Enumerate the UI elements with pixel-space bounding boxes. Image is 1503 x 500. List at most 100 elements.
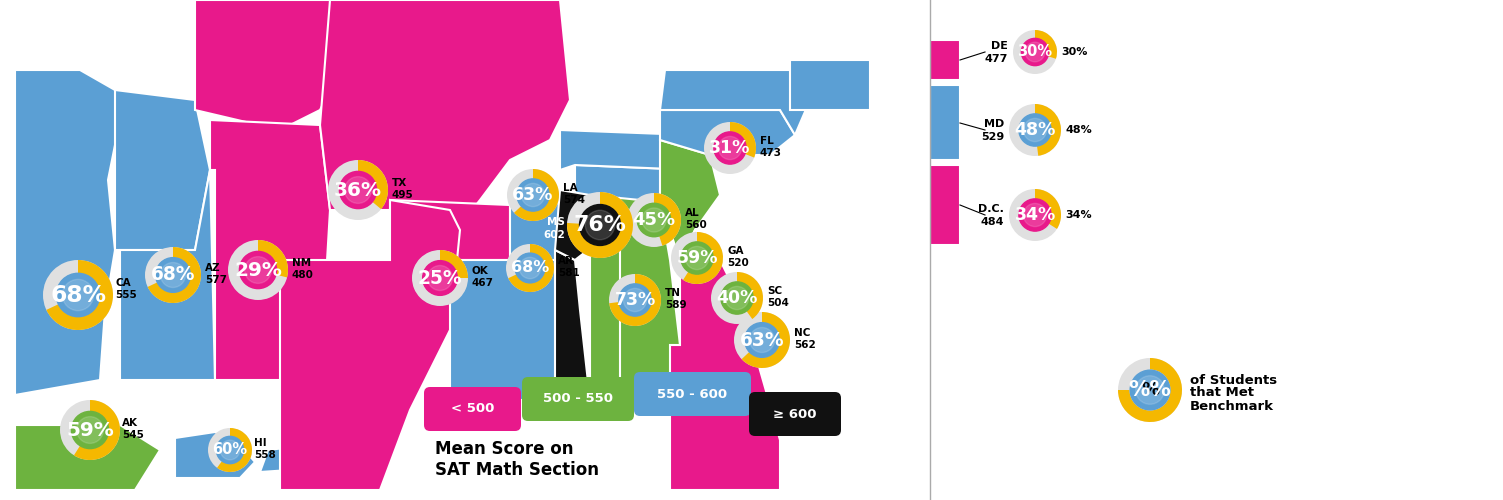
Text: 558: 558 <box>254 450 275 460</box>
Circle shape <box>517 179 549 211</box>
Text: 68%: 68% <box>50 284 107 306</box>
Wedge shape <box>147 247 201 303</box>
Polygon shape <box>15 425 159 490</box>
Text: MD: MD <box>984 119 1004 129</box>
Polygon shape <box>670 230 780 490</box>
Text: 545: 545 <box>122 430 144 440</box>
Text: CA: CA <box>116 278 131 288</box>
Text: 45%: 45% <box>633 211 675 229</box>
Polygon shape <box>120 170 215 380</box>
Wedge shape <box>412 250 467 306</box>
Wedge shape <box>47 260 113 330</box>
Text: 473: 473 <box>761 148 782 158</box>
Circle shape <box>1024 204 1046 227</box>
Text: %: % <box>1141 381 1159 399</box>
Text: 520: 520 <box>727 258 748 268</box>
Text: TX: TX <box>392 178 407 188</box>
Circle shape <box>516 253 546 283</box>
Polygon shape <box>210 120 331 380</box>
Wedge shape <box>514 169 559 221</box>
Circle shape <box>1130 370 1169 410</box>
Wedge shape <box>609 274 661 326</box>
FancyBboxPatch shape <box>424 387 522 431</box>
Wedge shape <box>1009 189 1061 241</box>
Circle shape <box>681 242 712 274</box>
Circle shape <box>1130 370 1169 410</box>
Polygon shape <box>791 60 870 110</box>
Circle shape <box>63 280 93 310</box>
Circle shape <box>219 440 240 460</box>
Circle shape <box>56 274 99 316</box>
Text: MS: MS <box>547 217 565 227</box>
Circle shape <box>1022 38 1049 66</box>
Wedge shape <box>144 247 201 303</box>
Text: 40%: 40% <box>717 289 758 307</box>
Circle shape <box>161 262 185 287</box>
Text: %%: %% <box>1129 380 1171 400</box>
Circle shape <box>580 204 621 246</box>
Polygon shape <box>195 0 340 130</box>
Circle shape <box>685 246 708 270</box>
Circle shape <box>216 436 243 464</box>
Polygon shape <box>15 70 119 395</box>
Circle shape <box>340 172 377 208</box>
Polygon shape <box>116 90 210 250</box>
Text: 529: 529 <box>981 132 1004 142</box>
Circle shape <box>1019 114 1051 146</box>
Circle shape <box>619 284 651 316</box>
Text: 60%: 60% <box>212 442 248 458</box>
Text: 480: 480 <box>292 270 314 280</box>
Polygon shape <box>320 0 570 225</box>
Wedge shape <box>44 260 113 330</box>
Text: 63%: 63% <box>513 186 553 204</box>
Wedge shape <box>1036 104 1061 156</box>
FancyBboxPatch shape <box>522 377 634 421</box>
Text: 30%: 30% <box>1018 44 1052 60</box>
Text: 484: 484 <box>980 217 1004 227</box>
Wedge shape <box>730 122 756 158</box>
Wedge shape <box>567 192 633 258</box>
Circle shape <box>239 252 277 288</box>
Circle shape <box>642 208 666 232</box>
Circle shape <box>156 258 191 292</box>
Polygon shape <box>660 70 810 135</box>
Circle shape <box>1024 118 1046 142</box>
Text: 550 - 600: 550 - 600 <box>657 388 727 400</box>
Text: 477: 477 <box>984 54 1009 64</box>
Polygon shape <box>660 110 795 155</box>
Circle shape <box>1136 376 1165 404</box>
Text: 25%: 25% <box>418 268 463 287</box>
Circle shape <box>624 288 646 312</box>
Text: 59%: 59% <box>66 420 114 440</box>
Circle shape <box>1019 199 1051 231</box>
Text: 34%: 34% <box>1015 206 1055 224</box>
Text: 581: 581 <box>558 268 580 278</box>
Wedge shape <box>627 193 681 247</box>
Circle shape <box>427 266 452 290</box>
Wedge shape <box>74 400 120 460</box>
Circle shape <box>422 260 457 296</box>
Circle shape <box>750 328 774 352</box>
Text: 560: 560 <box>685 220 706 230</box>
Circle shape <box>744 322 780 358</box>
Wedge shape <box>654 193 681 246</box>
Wedge shape <box>507 244 555 292</box>
Text: AR: AR <box>558 256 574 266</box>
Text: DE: DE <box>990 41 1009 51</box>
Polygon shape <box>621 198 679 400</box>
Text: 562: 562 <box>794 340 816 350</box>
Wedge shape <box>567 192 633 258</box>
Polygon shape <box>280 200 460 490</box>
Text: NM: NM <box>292 258 311 268</box>
Polygon shape <box>510 200 588 260</box>
Text: < 500: < 500 <box>451 402 494 415</box>
Text: 34%: 34% <box>1066 210 1091 220</box>
Text: 76%: 76% <box>574 215 627 235</box>
Text: Mean Score on
SAT Math Section: Mean Score on SAT Math Section <box>434 440 600 479</box>
Polygon shape <box>591 195 634 400</box>
Text: 63%: 63% <box>739 330 785 349</box>
Text: 602: 602 <box>543 230 565 240</box>
Text: AK: AK <box>122 418 138 428</box>
Text: GA: GA <box>727 246 744 256</box>
Polygon shape <box>555 190 591 260</box>
